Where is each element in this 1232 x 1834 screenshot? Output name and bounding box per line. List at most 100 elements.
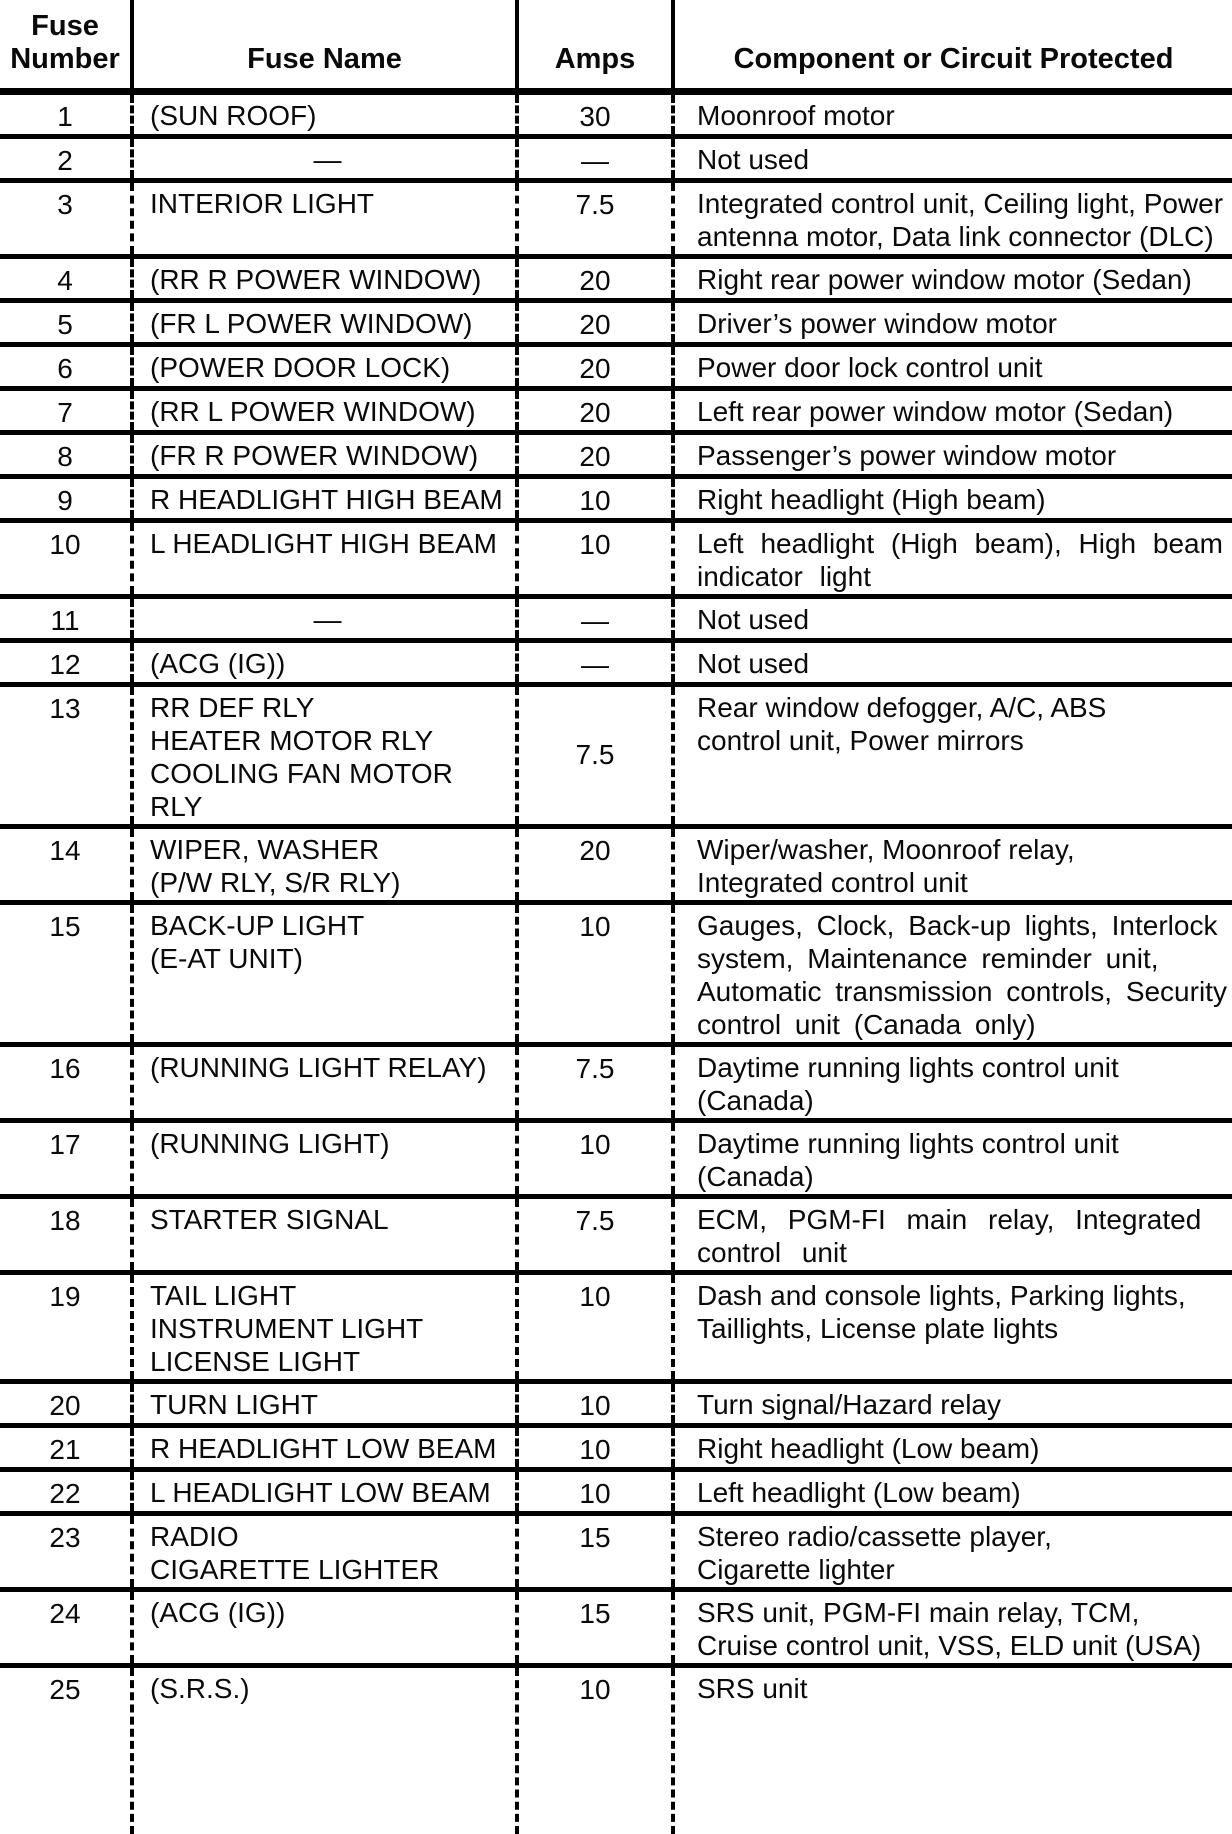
table-row: 25 (S.R.S.) 10 SRS unit — [0, 1666, 1232, 1834]
fuse-name-cell: RADIO CIGARETTE LIGHTER — [132, 1514, 517, 1590]
fuse-number-cell: 21 — [0, 1426, 132, 1470]
fuse-number-cell: 18 — [0, 1197, 132, 1273]
component-cell: SRS unit, PGM-FI main relay, TCM, Cruise… — [673, 1590, 1232, 1666]
fuse-name-cell: R HEADLIGHT LOW BEAM — [132, 1426, 517, 1470]
fuse-name-cell: L HEADLIGHT HIGH BEAM — [132, 521, 517, 597]
amps-cell: 15 — [517, 1590, 673, 1666]
component-cell: Not used — [673, 137, 1232, 181]
component-cell: Moonroof motor — [673, 92, 1232, 137]
amps-cell: 10 — [517, 1666, 673, 1834]
amps-cell: 7.5 — [517, 181, 673, 257]
header-amps: Amps — [517, 0, 673, 92]
fuse-number-cell: 25 — [0, 1666, 132, 1834]
component-cell: Power door lock control unit — [673, 345, 1232, 389]
table-row: 21 R HEADLIGHT LOW BEAM 10 Right headlig… — [0, 1426, 1232, 1470]
table-row: 12 (ACG (IG)) — Not used — [0, 641, 1232, 685]
fuse-number-cell: 14 — [0, 827, 132, 903]
fuse-name-cell: — — [132, 137, 517, 181]
fuse-number-cell: 6 — [0, 345, 132, 389]
amps-cell: 7.5 — [517, 1045, 673, 1121]
table-row: 23 RADIO CIGARETTE LIGHTER 15 Stereo rad… — [0, 1514, 1232, 1590]
table-row: 20 TURN LIGHT 10 Turn signal/Hazard rela… — [0, 1382, 1232, 1426]
fuse-number-cell: 22 — [0, 1470, 132, 1514]
fuse-number-cell: 3 — [0, 181, 132, 257]
component-cell: Gauges, Clock, Back-up lights, Interlock… — [673, 903, 1232, 1045]
amps-cell: 7.5 — [517, 1197, 673, 1273]
amps-cell: 10 — [517, 521, 673, 597]
header-fuse-number: Fuse Number — [0, 0, 132, 92]
table-row: 13 RR DEF RLY HEATER MOTOR RLY COOLING F… — [0, 685, 1232, 827]
fuse-name-cell: (RUNNING LIGHT RELAY) — [132, 1045, 517, 1121]
component-cell: Turn signal/Hazard relay — [673, 1382, 1232, 1426]
table-row: 22 L HEADLIGHT LOW BEAM 10 Left headligh… — [0, 1470, 1232, 1514]
table-row: 19 TAIL LIGHT INSTRUMENT LIGHT LICENSE L… — [0, 1273, 1232, 1382]
fuse-number-cell: 7 — [0, 389, 132, 433]
fuse-name-cell: BACK-UP LIGHT (E-AT UNIT) — [132, 903, 517, 1045]
component-cell: Daytime running lights control unit (Can… — [673, 1121, 1232, 1197]
fuse-name-cell: TAIL LIGHT INSTRUMENT LIGHT LICENSE LIGH… — [132, 1273, 517, 1382]
component-cell: Left rear power window motor (Sedan) — [673, 389, 1232, 433]
component-cell: ECM, PGM-FI main relay, Integrated contr… — [673, 1197, 1232, 1273]
fuse-number-cell: 16 — [0, 1045, 132, 1121]
component-cell: Right rear power window motor (Sedan) — [673, 257, 1232, 301]
component-cell: Left headlight (Low beam) — [673, 1470, 1232, 1514]
amps-cell: — — [517, 597, 673, 641]
fuse-name-cell: (SUN ROOF) — [132, 92, 517, 137]
fuse-number-cell: 15 — [0, 903, 132, 1045]
table-row: 4 (RR R POWER WINDOW) 20 Right rear powe… — [0, 257, 1232, 301]
amps-cell: 20 — [517, 827, 673, 903]
fuse-number-cell: 8 — [0, 433, 132, 477]
table-row: 24 (ACG (IG)) 15 SRS unit, PGM-FI main r… — [0, 1590, 1232, 1666]
table-row: 18 STARTER SIGNAL 7.5 ECM, PGM-FI main r… — [0, 1197, 1232, 1273]
fuse-number-cell: 13 — [0, 685, 132, 827]
fuse-number-cell: 24 — [0, 1590, 132, 1666]
fuse-name-cell: (RR R POWER WINDOW) — [132, 257, 517, 301]
amps-cell: 10 — [517, 1470, 673, 1514]
fuse-name-cell: (ACG (IG)) — [132, 1590, 517, 1666]
fuse-number-cell: 19 — [0, 1273, 132, 1382]
fuse-name-cell: L HEADLIGHT LOW BEAM — [132, 1470, 517, 1514]
amps-cell: 10 — [517, 1382, 673, 1426]
table-row: 10 L HEADLIGHT HIGH BEAM 10 Left headlig… — [0, 521, 1232, 597]
table-row: 16 (RUNNING LIGHT RELAY) 7.5 Daytime run… — [0, 1045, 1232, 1121]
fuse-name-cell: — — [132, 597, 517, 641]
table-row: 15 BACK-UP LIGHT (E-AT UNIT) 10 Gauges, … — [0, 903, 1232, 1045]
component-cell: Right headlight (Low beam) — [673, 1426, 1232, 1470]
component-cell: Stereo radio/cassette player, Cigarette … — [673, 1514, 1232, 1590]
fuse-name-cell: (FR R POWER WINDOW) — [132, 433, 517, 477]
amps-cell: 20 — [517, 345, 673, 389]
fuse-name-cell: TURN LIGHT — [132, 1382, 517, 1426]
amps-cell: 20 — [517, 301, 673, 345]
table-row: 9 R HEADLIGHT HIGH BEAM 10 Right headlig… — [0, 477, 1232, 521]
table-row: 3 INTERIOR LIGHT 7.5 Integrated control … — [0, 181, 1232, 257]
fuse-number-cell: 4 — [0, 257, 132, 301]
component-cell: Rear window defogger, A/C, ABS control u… — [673, 685, 1232, 827]
component-cell: Not used — [673, 641, 1232, 685]
amps-cell: 10 — [517, 1426, 673, 1470]
component-cell: Left headlight (High beam), High beam in… — [673, 521, 1232, 597]
fuse-number-cell: 20 — [0, 1382, 132, 1426]
component-cell: Not used — [673, 597, 1232, 641]
table-row: 17 (RUNNING LIGHT) 10 Daytime running li… — [0, 1121, 1232, 1197]
table-row: 6 (POWER DOOR LOCK) 20 Power door lock c… — [0, 345, 1232, 389]
amps-cell: 10 — [517, 1273, 673, 1382]
component-cell: SRS unit — [673, 1666, 1232, 1834]
header-component: Component or Circuit Protected — [673, 0, 1232, 92]
table-row: 11 — — Not used — [0, 597, 1232, 641]
table-row: 7 (RR L POWER WINDOW) 20 Left rear power… — [0, 389, 1232, 433]
fuse-number-cell: 17 — [0, 1121, 132, 1197]
fuse-name-cell: (S.R.S.) — [132, 1666, 517, 1834]
fuse-name-cell: (RUNNING LIGHT) — [132, 1121, 517, 1197]
amps-cell: 10 — [517, 477, 673, 521]
fuse-name-cell: STARTER SIGNAL — [132, 1197, 517, 1273]
component-cell: Passenger’s power window motor — [673, 433, 1232, 477]
header-fuse-name: Fuse Name — [132, 0, 517, 92]
table-row: 1 (SUN ROOF) 30 Moonroof motor — [0, 92, 1232, 137]
fuse-name-cell: RR DEF RLY HEATER MOTOR RLY COOLING FAN … — [132, 685, 517, 827]
fuse-name-cell: (FR L POWER WINDOW) — [132, 301, 517, 345]
table-row: 5 (FR L POWER WINDOW) 20 Driver’s power … — [0, 301, 1232, 345]
amps-cell: — — [517, 641, 673, 685]
amps-cell: 7.5 — [517, 685, 673, 827]
amps-cell: 15 — [517, 1514, 673, 1590]
